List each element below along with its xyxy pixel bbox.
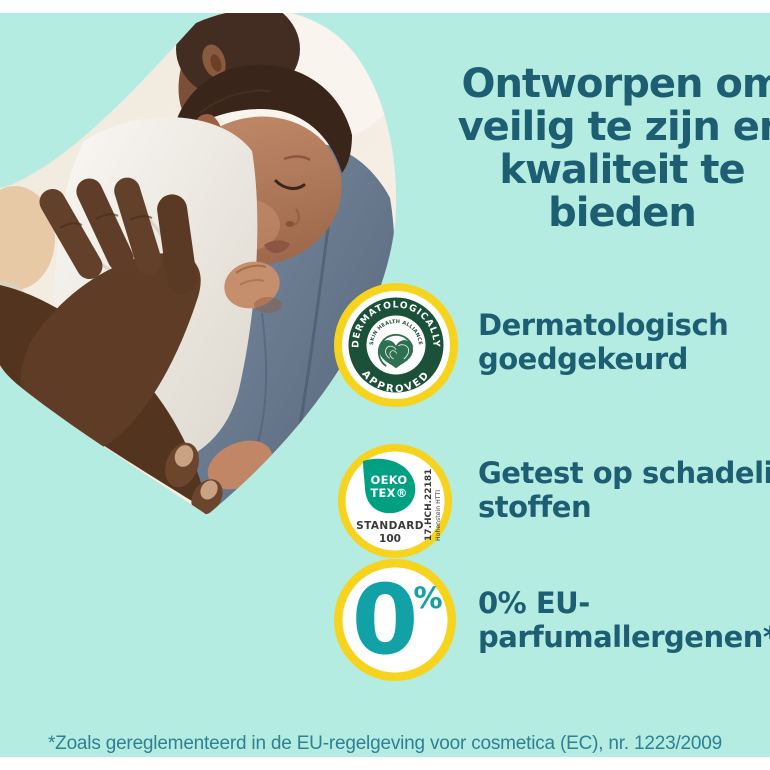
footnote: *Zoals gereglementeerd in de EU-regelgev… — [47, 733, 723, 754]
percent-sign: % — [413, 581, 442, 615]
benefit-line: stoffen — [478, 490, 592, 524]
headline-line: Ontworpen om — [461, 61, 770, 107]
headline: Ontworpen om veilig te zijn en kwaliteit… — [440, 63, 770, 235]
benefit-label-parfumallergenen: 0% EU- parfumallergenen* — [478, 586, 770, 654]
mint-canvas: Ontworpen om veilig te zijn en kwaliteit… — [0, 13, 770, 757]
benefit-line: goedgekeurd — [478, 342, 688, 376]
benefit-line: 0% EU- — [478, 586, 590, 620]
tex-word: TEX® — [370, 486, 407, 500]
cert-code: 17.HCH.22181 — [424, 469, 434, 541]
cert-institute: Hohenstein HTTI — [435, 490, 442, 541]
standard-word: STANDARD — [356, 520, 424, 532]
baby-lips — [264, 240, 290, 254]
adult-hand — [0, 177, 223, 515]
benefit-label-getest: Getest op schadelijke stoffen — [478, 456, 770, 524]
standard-number: 100 — [379, 533, 401, 545]
oeko-tex-droplet — [363, 458, 416, 514]
baby-closed-eye — [274, 179, 306, 190]
headline-line: bieden — [548, 190, 697, 236]
baby-fist — [224, 261, 282, 313]
zero-percent-badge-icon: 0 % — [334, 559, 456, 681]
benefit-label-dermatologisch: Dermatologisch goedgekeurd — [478, 308, 770, 376]
headline-line: veilig te zijn en — [457, 104, 770, 150]
oeko-tex-badge-icon: OEKO TEX® STANDARD 100 17.HCH.22181 Hohe… — [338, 444, 452, 558]
oeko-word: OEKO — [370, 473, 407, 487]
zero-value: 0 — [352, 564, 419, 676]
benefit-line: Getest op schadelijke — [478, 456, 770, 490]
headline-line: kwaliteit te — [499, 147, 745, 193]
benefit-line: parfumallergenen* — [478, 620, 770, 654]
benefit-line: Dermatologisch — [478, 308, 729, 342]
dermatologically-approved-badge-icon: DERMATOLOGICALLY APPROVED SKIN HEALTH AL… — [334, 283, 458, 407]
heart-photo — [0, 13, 397, 515]
